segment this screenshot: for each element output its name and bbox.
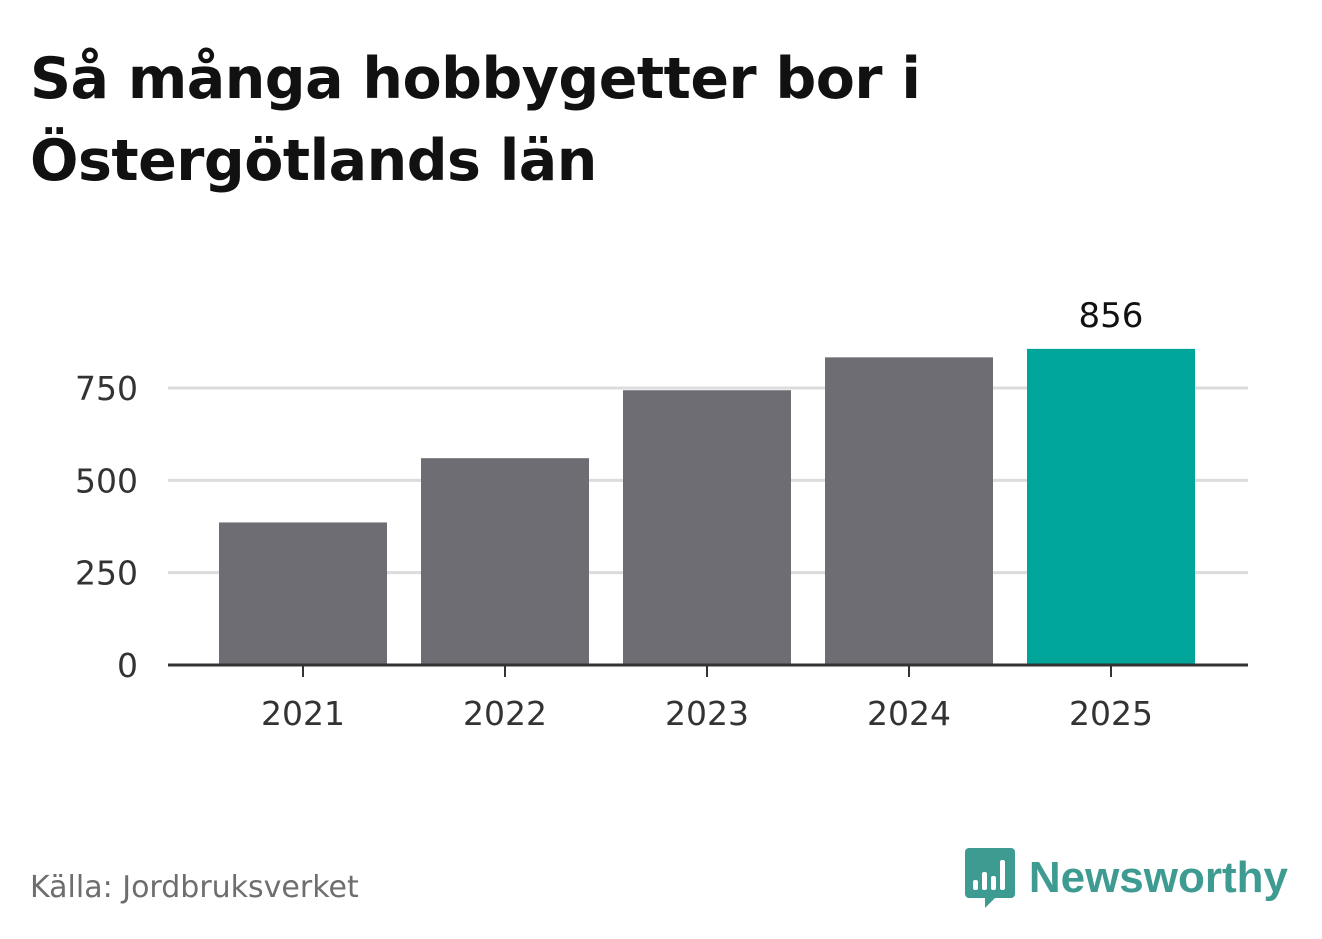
y-tick-label: 500 [75, 461, 138, 500]
page-title: Så många hobbygetter bor i Östergötlands… [30, 46, 921, 194]
bar-chart-speech-icon [964, 848, 1015, 908]
bar [219, 522, 387, 665]
brand-name: Newsworthy [1028, 853, 1288, 902]
x-tick-label: 2022 [463, 694, 547, 733]
bar [623, 390, 791, 665]
bar [1027, 348, 1195, 665]
x-tick-label: 2025 [1069, 694, 1153, 733]
bar [825, 357, 993, 665]
source-note: Källa: Jordbruksverket [30, 870, 359, 905]
x-tick-label: 2023 [665, 694, 749, 733]
y-tick-label: 250 [75, 554, 138, 593]
y-tick-label: 0 [117, 646, 138, 685]
y-tick-label: 750 [75, 369, 138, 408]
x-tick-label: 2024 [867, 694, 951, 733]
data-label: 856 [1079, 296, 1144, 336]
x-tick-label: 2021 [261, 694, 345, 733]
brand-logo: Newsworthy [964, 846, 1288, 910]
bar [421, 458, 589, 665]
